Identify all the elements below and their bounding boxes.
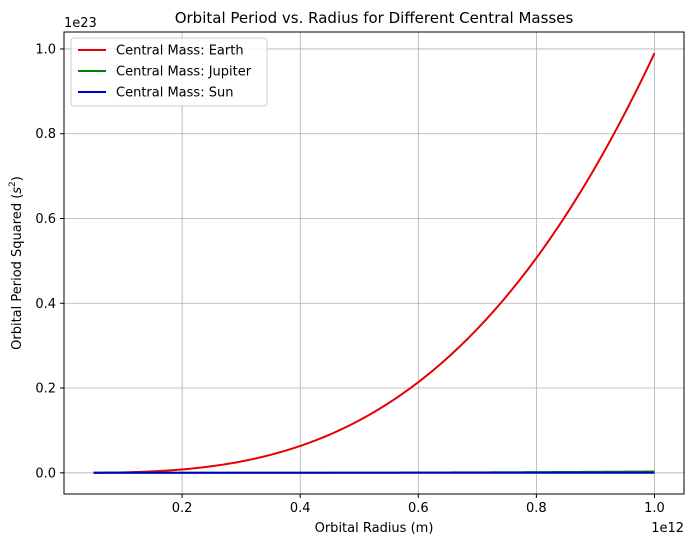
x-axis-ticks: 0.2 0.4 0.6 0.8 1.0 <box>172 494 665 516</box>
x-tick-label: 1.0 <box>644 501 665 516</box>
x-tick-label: 0.6 <box>408 501 429 516</box>
x-tick-label: 0.8 <box>526 501 547 516</box>
chart-title: Orbital Period vs. Radius for Different … <box>175 9 574 27</box>
y-axis-ticks: 0.0 0.2 0.4 0.6 0.8 1.0 <box>35 42 64 481</box>
y-tick-label: 0.8 <box>35 127 56 142</box>
y-offset-text: 1e23 <box>64 16 97 31</box>
y-axis-label-exp: 2 <box>8 181 18 187</box>
y-tick-label: 0.6 <box>35 212 56 227</box>
y-axis-label: Orbital Period Squared (s2) <box>8 176 25 350</box>
legend: Central Mass: Earth Central Mass: Jupiter… <box>70 37 268 107</box>
legend-label-sun: Central Mass: Sun <box>116 86 233 101</box>
plot-area <box>64 32 684 494</box>
x-tick-label: 0.2 <box>172 501 193 516</box>
series-line-earth <box>93 52 656 474</box>
series-lines <box>93 52 656 474</box>
y-tick-label: 0.4 <box>35 297 56 312</box>
x-offset-text: 1e12 <box>651 521 684 536</box>
y-tick-label: 1.0 <box>35 42 56 57</box>
x-tick-label: 0.4 <box>290 501 311 516</box>
legend-label-jupiter: Central Mass: Jupiter <box>116 65 252 80</box>
legend-box <box>70 37 268 107</box>
legend-label-earth: Central Mass: Earth <box>116 44 244 59</box>
y-axis-label-unit: s <box>10 187 25 194</box>
y-axis-label-prefix: Orbital Period Squared ( <box>10 194 25 350</box>
plot-frame <box>63 31 685 495</box>
x-axis-label: Orbital Radius (m) <box>315 521 434 536</box>
y-axis-label-suffix: ) <box>10 176 25 181</box>
y-tick-label: 0.0 <box>35 466 56 481</box>
y-tick-label: 0.2 <box>35 382 56 397</box>
